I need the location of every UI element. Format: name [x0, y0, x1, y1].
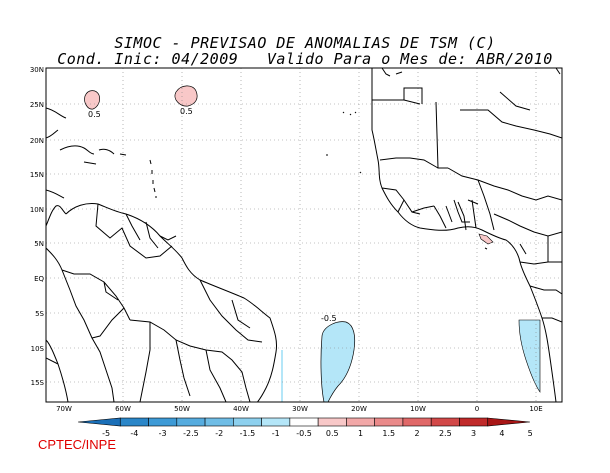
lon-label: 10W	[410, 405, 426, 413]
colorbar-swatch	[459, 417, 489, 427]
graticule	[46, 68, 562, 402]
colorbar-swatch	[317, 417, 347, 427]
map-frame	[45, 67, 563, 403]
lon-label: 40W	[233, 405, 249, 413]
lat-label: 10S	[31, 345, 45, 353]
latitude-labels: 30N 25N 20N 15N 10N 5N EQ 5S 10S 15S	[30, 66, 45, 387]
credit-label: CPTEC/INPE	[38, 437, 117, 452]
lon-label: 50W	[174, 405, 190, 413]
contour-labels: 0.5 0.5 -0.5	[88, 107, 337, 323]
positive-anomaly-patch-3	[478, 233, 494, 245]
lat-label: 15S	[31, 379, 45, 387]
colorbar-swatch	[148, 417, 178, 427]
contour-label: -0.5	[321, 314, 337, 323]
lon-label: 20W	[351, 405, 367, 413]
negative-anomaly-sliver	[281, 350, 283, 402]
colorbar-label: -0.5	[296, 429, 312, 438]
chart-subtitle: Cond. Inic: 04/2009 Valido Para o Mes de…	[57, 50, 553, 68]
colorbar-label: -5	[102, 429, 110, 438]
lon-label: 60W	[115, 405, 131, 413]
coastlines	[46, 68, 562, 402]
positive-anomaly-patch-2	[174, 85, 198, 107]
contour-label: 0.5	[180, 107, 193, 116]
lat-label: EQ	[34, 275, 44, 283]
colorbar-swatch	[261, 417, 291, 427]
colorbar-swatch	[430, 417, 460, 427]
longitude-labels: 70W 60W 50W 40W 30W 20W 10W 0 10E	[56, 405, 543, 413]
lon-label: 0	[475, 405, 479, 413]
colorbar-label: 1.5	[382, 429, 395, 438]
lat-label: 15N	[30, 171, 44, 179]
lon-label: 30W	[292, 405, 308, 413]
colorbar-label: -1	[272, 429, 280, 438]
colorbar-label: -2	[215, 429, 223, 438]
lat-label: 20N	[30, 137, 44, 145]
lat-label: 10N	[30, 206, 44, 214]
negative-anomaly-patch-1	[320, 321, 356, 402]
colorbar-swatch	[119, 417, 149, 427]
colorbar-swatch	[374, 417, 404, 427]
colorbar-swatch	[77, 417, 121, 427]
colorbar-label: 1	[358, 429, 363, 438]
colorbar-label: 2	[415, 429, 420, 438]
colorbar: -5 -4 -3 -2.5 -2 -1.5 -1 -0.5 0.5 1 1.5 2 2.5 3 4 5	[77, 417, 533, 438]
lon-label: 70W	[56, 405, 72, 413]
colorbar-label: -1.5	[240, 429, 256, 438]
colorbar-label: -3	[159, 429, 167, 438]
lon-label: 10E	[529, 405, 542, 413]
lat-label: 30N	[30, 66, 44, 74]
colorbar-swatch	[487, 417, 531, 427]
colorbar-label: -4	[130, 429, 138, 438]
colorbar-swatch	[233, 417, 262, 427]
colorbar-swatch	[204, 417, 234, 427]
negative-anomaly-patch-2	[518, 319, 541, 393]
colorbar-swatch	[289, 417, 319, 427]
colorbar-label: 5	[528, 429, 533, 438]
colorbar-label: -2.5	[183, 429, 199, 438]
colorbar-swatch	[176, 417, 206, 427]
lat-label: 25N	[30, 101, 44, 109]
lat-label: 5S	[35, 310, 44, 318]
anomaly-shading	[84, 85, 541, 402]
colorbar-swatch	[346, 417, 375, 427]
colorbar-label: 3	[471, 429, 476, 438]
colorbar-label: 2.5	[439, 429, 452, 438]
colorbar-label: 0.5	[326, 429, 339, 438]
lat-label: 5N	[34, 240, 44, 248]
colorbar-swatch	[402, 417, 432, 427]
positive-anomaly-patch-1	[84, 90, 100, 110]
colorbar-label: 4	[499, 429, 504, 438]
chart-title: SIMOC - PREVISAO DE ANOMALIAS DE TSM (C)	[114, 34, 496, 52]
contour-label: 0.5	[88, 110, 101, 119]
